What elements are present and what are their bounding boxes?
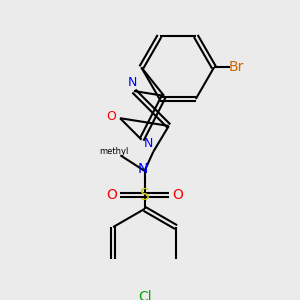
Text: Cl: Cl — [138, 290, 152, 300]
Text: Br: Br — [229, 60, 244, 74]
Text: O: O — [106, 110, 116, 123]
Text: O: O — [106, 188, 117, 202]
Text: N: N — [128, 76, 137, 89]
Text: S: S — [140, 188, 149, 202]
Text: N: N — [144, 137, 153, 150]
Text: N: N — [138, 162, 148, 176]
Text: methyl: methyl — [99, 147, 128, 156]
Text: O: O — [172, 188, 183, 202]
